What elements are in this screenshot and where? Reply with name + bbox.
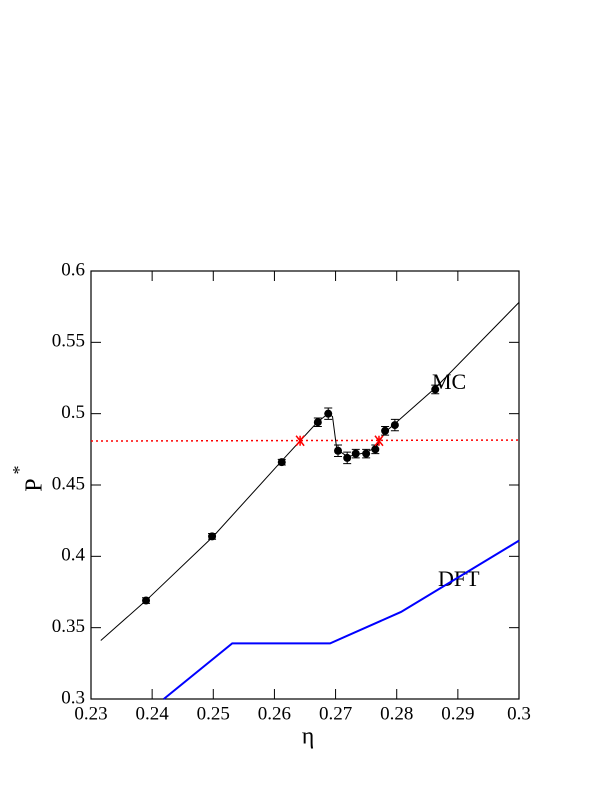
x-tick-label: 0.26	[258, 703, 291, 724]
annotation: DFT	[438, 566, 480, 591]
y-tick-label: 0.5	[61, 402, 85, 423]
data-point	[142, 596, 151, 605]
data-point	[381, 426, 390, 435]
x-tick-label: 0.24	[136, 703, 170, 724]
reference-line	[90, 439, 520, 442]
x-tick-label: 0.23	[74, 703, 107, 724]
data-point	[324, 409, 333, 418]
y-axis-label-sup: *	[9, 466, 29, 475]
x-tick-label: 0.27	[319, 703, 352, 724]
mc-curve	[100, 302, 520, 641]
data-point	[351, 449, 360, 458]
x-axis-label: η	[302, 724, 315, 750]
plot-frame	[90, 270, 520, 700]
y-tick-label: 0.45	[52, 473, 85, 494]
x-tick-label: 0.3	[507, 703, 531, 724]
y-tick-label: 0.4	[61, 545, 85, 566]
data-point	[431, 385, 440, 394]
y-tick-label: 0.55	[52, 331, 85, 352]
data-point	[334, 446, 343, 455]
y-axis-label: P	[22, 478, 48, 491]
x-tick-label: 0.29	[441, 703, 474, 724]
data-point	[313, 418, 322, 427]
data-point	[343, 453, 352, 462]
dft-curve	[163, 539, 520, 700]
data-point	[362, 449, 371, 458]
y-tick-label: 0.35	[52, 616, 85, 637]
crossing-marker	[295, 435, 305, 447]
x-tick-label: 0.25	[197, 703, 230, 724]
data-point	[277, 458, 286, 467]
data-point	[390, 421, 399, 430]
y-tick-label: 0.3	[61, 687, 85, 708]
data-point	[208, 532, 217, 541]
x-tick-label: 0.28	[380, 703, 413, 724]
y-tick-label: 0.6	[61, 259, 85, 280]
crossing-marker	[374, 435, 384, 447]
data-point	[371, 445, 380, 454]
